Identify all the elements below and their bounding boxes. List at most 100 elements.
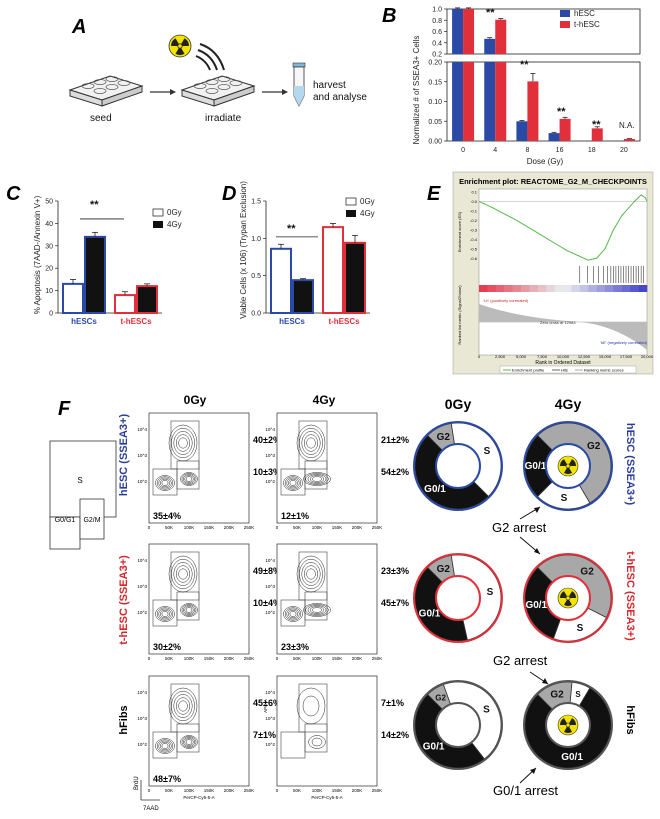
e-heat-cell [546, 285, 555, 292]
radiation-icon [557, 714, 579, 736]
c-chart: 0 10 20 30 40 50 hESCs t-hESCs [45, 199, 162, 326]
flow-gate-g2 [176, 591, 200, 621]
flow-ytick-label: 10^3 [265, 584, 275, 589]
d-legend-0gy: 0Gy [360, 197, 375, 206]
donut-chart: G2 S G0/1 [523, 680, 613, 770]
b-ytick-label-low: 0.00 [428, 139, 442, 146]
c-ytick-label: 20 [45, 266, 53, 273]
b-bar-hESC [452, 62, 464, 141]
b-bar-t-hESC [591, 128, 603, 141]
flow-ytick-label: 10^2 [265, 610, 275, 615]
flow-gate-s [298, 683, 328, 733]
flow-contour-s [175, 434, 191, 452]
flow-xtick-label: 0 [148, 525, 151, 530]
flow-yaxis-label: BrdU [134, 776, 140, 790]
donut-hole [435, 443, 481, 489]
donut-label-s: S [483, 704, 490, 715]
flow-contour-g01 [161, 480, 169, 486]
b-xtick-label: 18 [588, 147, 596, 154]
donut-row-hfibs: hFibs [624, 705, 636, 734]
e-heat-cell [529, 285, 539, 292]
flow-gate-s [170, 551, 200, 601]
e-xtick-label: 12,500 [578, 354, 591, 359]
radiation-icon-blade [564, 725, 572, 733]
d-category-label: hESCs [279, 317, 305, 326]
e-xtick-label: 2,500 [495, 354, 506, 359]
flow-gate-s [170, 683, 200, 733]
flow-ytick-label: 10^2 [265, 742, 275, 747]
flow-xtick-label: 200K [224, 525, 235, 530]
b-xticks: 0 4 8 16 18 20 [461, 147, 628, 154]
flow-contour-g2 [185, 739, 193, 745]
d-ytick-label: 1.5 [251, 199, 261, 206]
flow-xtick-label: 250K [244, 656, 255, 661]
flow-contour-g01 [286, 608, 300, 620]
flow-xtick-label: 100K [184, 656, 195, 661]
b-ann-16: ** [557, 106, 566, 118]
flow-gate-g2 [304, 723, 328, 753]
flow-contour-g01 [283, 606, 303, 622]
flow-pct-s: 7±1% [381, 698, 404, 708]
flow-contour-s [168, 687, 198, 725]
e-metric-pos [479, 304, 581, 322]
flow-contour-g2 [303, 472, 331, 486]
e-heat-cell [479, 285, 488, 292]
e-xtick-label: 20,000 [641, 354, 654, 359]
c-ytick-label: 40 [45, 221, 53, 228]
e-legend-profile: Enrichment profile [512, 368, 545, 373]
donut-header-4gy: 4Gy [555, 396, 582, 412]
flow-plot: 10^4 10^3 10^2 0 50K 100K 150K 200K 250K 49±8% 10±… [137, 543, 281, 661]
flow-xtick-label: 100K [184, 788, 195, 793]
b-ann-20: N.A. [619, 121, 635, 130]
donut-chart: G2 S G0/1 [413, 421, 503, 511]
b-bar-t-hESC [495, 19, 507, 54]
arrest-label-1: G2 arrest [492, 520, 547, 535]
flow-ytick-label: 10^4 [137, 427, 147, 432]
radiation-icon [557, 587, 579, 609]
radiation-icon-blade [564, 466, 572, 474]
flow-contour-g01 [158, 740, 172, 752]
e-heat-cell [638, 285, 648, 292]
d-ytick-label: 1.0 [251, 236, 261, 243]
flow-xtick-label: 200K [224, 788, 235, 793]
b-xtick-label: 4 [493, 147, 497, 154]
flow-xtick-label: 200K [352, 788, 363, 793]
c-legend-0gy: 0Gy [167, 208, 182, 217]
flow-contour-g01 [155, 475, 175, 491]
flow-contour-s [178, 700, 188, 712]
d-legend-4gy: 4Gy [360, 209, 375, 218]
flow-contour-s [299, 558, 323, 590]
gate-s-label: S [77, 476, 82, 485]
flow-xtick-label: 100K [312, 788, 323, 793]
gate-g01-label: G0/G1 [55, 517, 76, 524]
flow-contour-g2 [305, 604, 329, 616]
donut-chart: G2 S G0/1 [523, 553, 613, 643]
flow-contour-s [303, 434, 319, 452]
flow-ytick-label: 10^4 [265, 427, 275, 432]
flow-contour-g2 [181, 736, 197, 748]
flow-contour-g01 [284, 607, 302, 621]
b-xlabel: Dose (Gy) [527, 157, 564, 166]
e-title: Enrichment plot: REACTOME_G2_M_CHECKPOIN… [459, 177, 647, 186]
flow-pct-g2: 10±3% [253, 467, 281, 477]
flow-gate-g2 [304, 591, 328, 621]
flow-ytick-label: 10^4 [265, 690, 275, 695]
b-bar-hESC [548, 133, 560, 141]
seed-plate-icon [68, 75, 144, 107]
flow-pct-s: 23±3% [381, 566, 409, 576]
b-ytick-label-high: 0.6 [432, 29, 442, 36]
b-bar-t-hESC [559, 118, 571, 141]
e-xtick-label: 17,500 [620, 354, 633, 359]
e-xlabel: Rank in Ordered Dataset [535, 360, 591, 366]
flow-contour-g2 [180, 472, 198, 486]
flow-contour-g2 [183, 605, 195, 615]
e-heat-cell [495, 285, 505, 292]
b-legend-hesc: hESC [574, 9, 595, 18]
radiation-icon-blade [560, 718, 568, 725]
flow-contour-g01 [158, 608, 172, 620]
e-heat-cell [554, 285, 564, 292]
e-heatbar [479, 285, 648, 292]
